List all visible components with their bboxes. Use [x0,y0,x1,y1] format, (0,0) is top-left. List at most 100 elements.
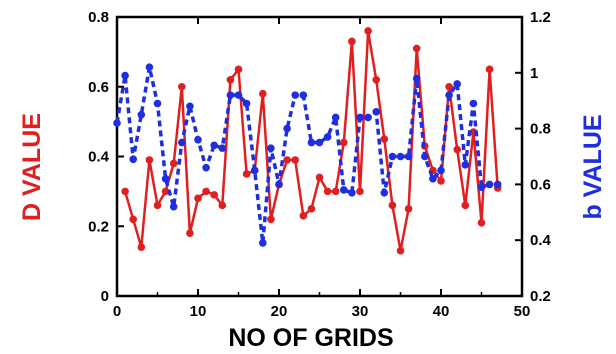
b-value-point [202,163,210,172]
b-value-point [453,80,462,88]
y-axis-title-right: b VALUE [579,114,607,219]
d-value-point [267,215,275,224]
b-value-point [340,186,348,194]
b-value-point [396,152,405,161]
d-value-point [388,201,397,210]
d-value-point [161,187,170,196]
b-value-point [445,91,453,99]
b-value-point [226,91,235,99]
d-value-point [404,205,413,213]
d-value-point [412,44,421,53]
d-value-point [178,82,186,91]
x-tick-label: 30 [352,303,369,320]
b-value-point [234,91,243,99]
b-value-point [404,152,413,161]
x-axis-title: NO OF GRIDS [228,324,393,352]
b-value-point [153,99,162,108]
b-value-point [161,175,170,183]
d-value-point [186,229,194,238]
b-value-point [275,180,283,189]
b-value-point [356,113,364,122]
axes [115,15,524,298]
b-value-point [485,180,494,189]
y-tick-label-right: 0.4 [530,232,552,249]
b-value-point [307,138,316,147]
b-value-point [299,91,308,99]
b-value-point [421,152,429,161]
b-value-point [380,188,389,197]
d-value-point [445,82,453,91]
y-tick-label-right: 0.2 [530,288,551,305]
b-value-point [469,99,478,108]
d-value-point [477,218,486,227]
y-tick-label-right: 1.2 [530,9,551,26]
y-tick-label-left: 0 [101,288,109,305]
b-value-point [250,166,259,175]
d-value-point [129,215,137,224]
d-value-point [291,156,300,164]
b-value-point [169,202,178,211]
d-value-point [210,191,218,199]
d-value-point [340,138,348,147]
y-tick-label-right: 0.8 [530,121,551,138]
y-tick-label-right: 1 [530,65,538,82]
d-value-point [137,243,146,251]
d-value-point [226,75,235,84]
d-value-point [315,173,324,182]
d-value-point [153,201,162,210]
d-value-point [323,187,332,196]
d-value-point [380,135,389,143]
b-value-point [178,138,186,147]
b-value-point [493,180,502,189]
d-value-point [234,65,243,74]
d-value-point [121,187,129,196]
d-value-point [283,156,291,164]
d-value-point [453,145,462,154]
b-value-point [259,239,267,247]
plot-frame [115,15,524,298]
b-value-point [186,102,194,111]
b-value-point [323,133,332,141]
d-value-point [259,89,267,98]
d-value-point [485,65,494,74]
x-tick-label: 40 [433,303,450,320]
b-value-point [242,99,251,108]
x-tick-label: 20 [271,303,288,320]
d-value-point [364,27,372,35]
x-tick-label: 0 [113,303,121,320]
x-tick-label: 10 [190,303,207,320]
b-value-point [291,91,300,99]
y-axis-title-left: D VALUE [18,113,46,221]
d-value-point [194,194,202,203]
d-value-point [437,177,445,185]
d-value-point [242,170,251,178]
b-value-point [364,113,372,122]
d-value-point [396,246,405,255]
series-layer [113,27,502,255]
b-value-point [145,63,154,72]
b-value-point [388,152,397,161]
b-value-point [412,74,421,83]
b-value-point [477,183,486,191]
d-value-point [331,187,340,196]
b-value-point [437,166,445,175]
d-value-point [372,75,381,84]
b-value-point [137,110,146,119]
d-value-point [299,211,308,220]
y-tick-label-left: 0.6 [88,79,109,96]
b-value-point [218,144,227,152]
b-value-point [194,135,202,144]
b-value-point [129,155,137,164]
d-value-point [461,201,470,210]
b-value-point [372,108,381,116]
b-value-point [283,124,291,133]
b-value-point [348,188,356,197]
b-value-point [315,138,324,147]
d-value-point [307,205,316,213]
b-value-point [429,175,437,183]
d-value-point [218,201,227,210]
b-value-point [121,71,129,80]
y-tick-label-left: 0.8 [88,9,109,26]
b-value-point [113,119,121,127]
b-value-point [267,144,275,152]
